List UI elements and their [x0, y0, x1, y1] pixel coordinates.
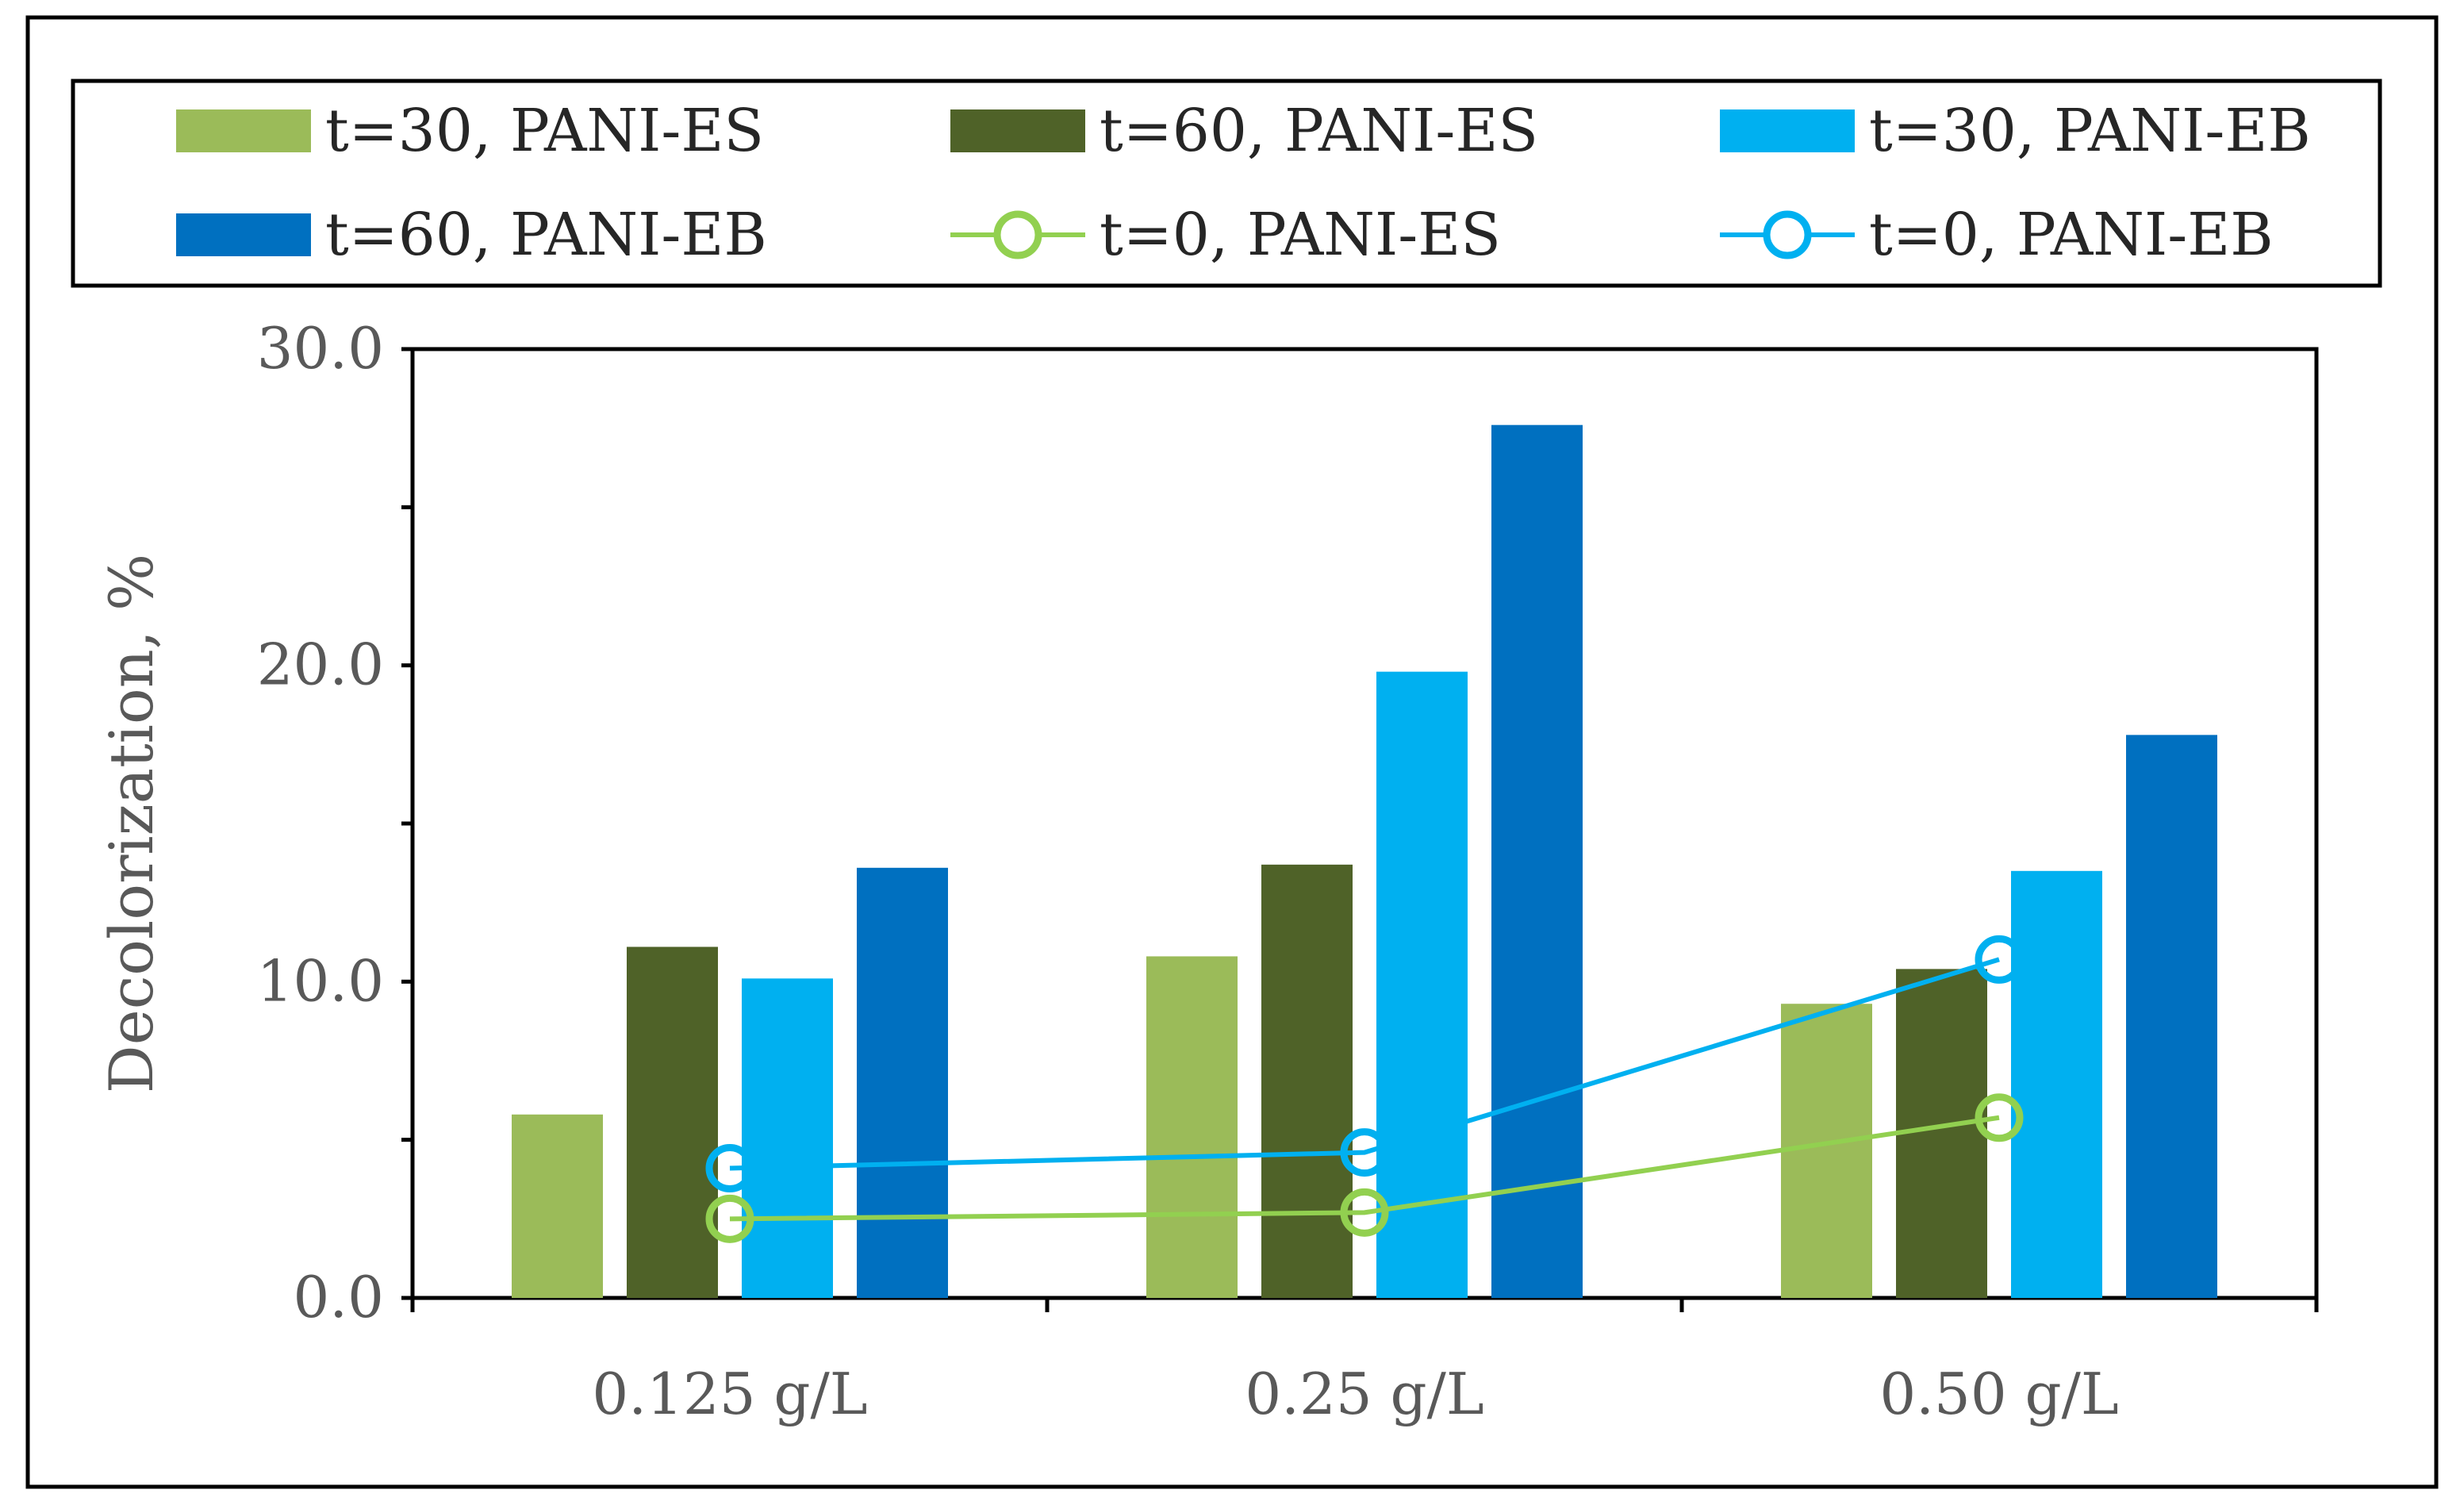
- x-tick-label: 0.25 g/L: [1245, 1361, 1483, 1427]
- legend-label: t=30, PANI-EB: [1869, 97, 2311, 165]
- line-point: [1340, 1188, 1389, 1237]
- line-point: [705, 1144, 754, 1193]
- legend-label: t=0, PANI-EB: [1869, 201, 2274, 269]
- legend-swatch: [950, 109, 1085, 152]
- bar: [2126, 735, 2217, 1298]
- legend-swatch: [1720, 109, 1855, 152]
- line-point: [705, 1194, 754, 1243]
- legend-swatch: [176, 213, 311, 256]
- bar: [742, 978, 833, 1298]
- bar: [1146, 956, 1238, 1298]
- series-line: [729, 1115, 2000, 1222]
- bar: [1781, 1004, 1872, 1298]
- y-tick-label: 20.0: [257, 632, 384, 698]
- series-line: [729, 957, 2000, 1171]
- bar: [1896, 969, 1987, 1298]
- bar: [627, 946, 718, 1298]
- x-tick-label: 0.50 g/L: [1879, 1361, 2118, 1427]
- legend-swatch: [176, 109, 311, 152]
- y-axis-title: Decolorization, %: [96, 554, 167, 1093]
- y-tick-label: 10.0: [257, 947, 384, 1014]
- y-tick-label: 30.0: [257, 315, 384, 382]
- legend-box: [71, 79, 2382, 288]
- line-point: [1975, 935, 2024, 984]
- legend-label: t=0, PANI-ES: [1100, 201, 1501, 269]
- legend-label: t=60, PANI-ES: [1100, 97, 1538, 165]
- plot-area: 0.0 10.0 20.0 30.0 0.125 g/L 0.25 g/L 0.50 g/…: [257, 315, 2319, 1427]
- legend-label: t=60, PANI-EB: [325, 201, 767, 269]
- legend-swatch-marker: [1763, 210, 1812, 259]
- legend-label: t=30, PANI-ES: [325, 97, 764, 165]
- legend-swatch-marker: [993, 210, 1042, 259]
- y-tick-label: 0.0: [293, 1264, 384, 1330]
- bar: [1491, 424, 1583, 1299]
- bar: [857, 867, 948, 1298]
- bar: [2011, 870, 2102, 1298]
- bar: [1376, 671, 1468, 1298]
- x-tick-label: 0.125 g/L: [592, 1361, 867, 1427]
- bar: [1261, 864, 1353, 1298]
- bar: [512, 1114, 603, 1298]
- line-point: [1975, 1093, 2024, 1142]
- line-point: [1340, 1128, 1389, 1177]
- legend: t=30, PANI-ES t=60, PANI-ES t=30, PANI-EB t…: [71, 79, 2382, 288]
